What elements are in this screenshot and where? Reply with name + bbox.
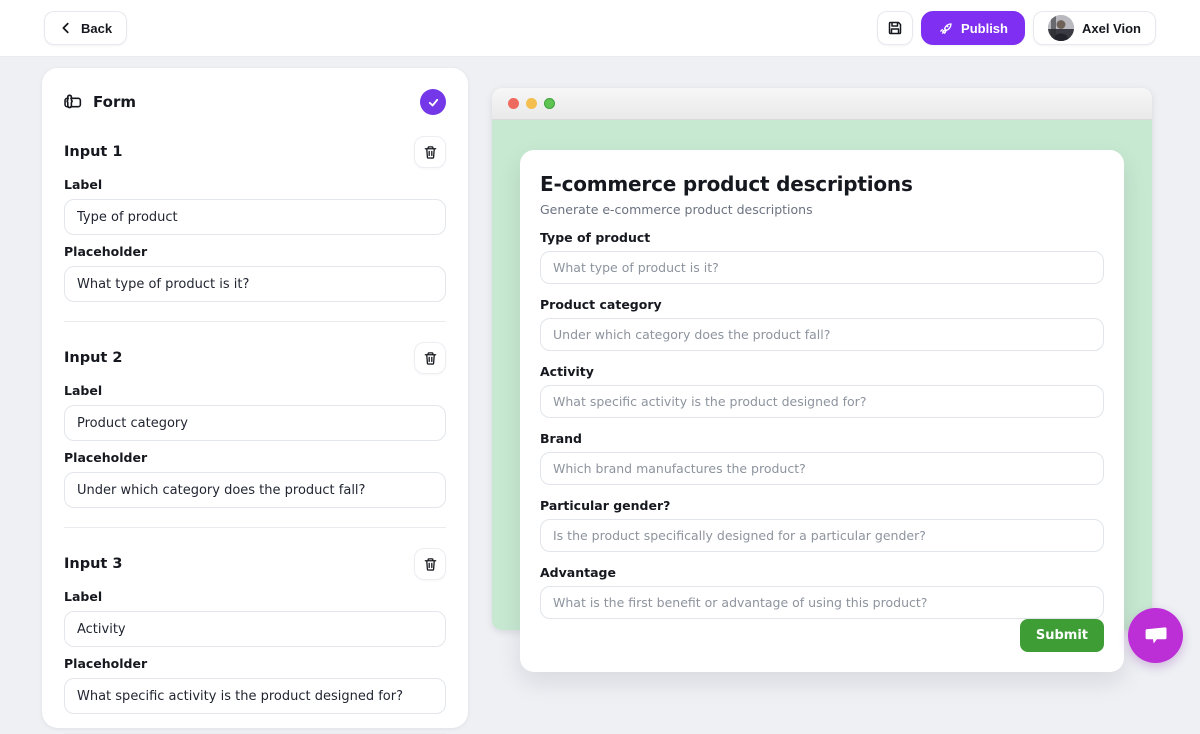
preview-field-input[interactable] (540, 519, 1104, 552)
trash-icon (423, 557, 438, 572)
label-caption: Label (64, 383, 103, 398)
delete-input-button[interactable] (414, 136, 446, 168)
editor-input-block-1: Input 1 Label Placeholder (64, 136, 446, 322)
window-close-dot-icon (508, 98, 519, 109)
editor-input-block-3: Input 3 Label Placeholder (64, 548, 446, 734)
save-icon (887, 20, 903, 36)
input-cursor-icon (64, 93, 83, 112)
form-editor-title: Form (93, 93, 136, 111)
placeholder-caption: Placeholder (64, 244, 148, 259)
rocket-icon (938, 21, 953, 36)
chevron-left-icon (59, 21, 73, 35)
preview-field-brand: Brand (540, 431, 1104, 485)
trash-icon (423, 145, 438, 160)
preview-field-label: Type of product (540, 230, 651, 245)
preview-field-product-category: Product category (540, 297, 1104, 351)
submit-button[interactable]: Submit (1019, 619, 1104, 652)
editor-input-title: Input 3 (64, 556, 123, 572)
page-body: Form Input 1 Label (0, 57, 1200, 734)
preview-field-input[interactable] (540, 251, 1104, 284)
form-editor-header: Form (64, 88, 446, 116)
form-title-group: Form (64, 93, 136, 112)
trash-icon (423, 351, 438, 366)
editor-input-block-2: Input 2 Label Placeholder (64, 342, 446, 528)
preview-field-label: Brand (540, 431, 582, 446)
editor-input-header: Input 2 (64, 342, 446, 374)
input-placeholder-field[interactable] (64, 266, 446, 302)
input-label-field[interactable] (64, 199, 446, 235)
window-minimize-dot-icon (526, 98, 537, 109)
preview-field-label: Particular gender? (540, 498, 671, 513)
speech-bubble-icon (1143, 624, 1169, 648)
header-actions: Publish Axel Vion (877, 11, 1156, 45)
preview-field-label: Advantage (540, 565, 616, 580)
placeholder-caption: Placeholder (64, 656, 148, 671)
window-maximize-dot-icon (544, 98, 555, 109)
form-editor-panel: Form Input 1 Label (42, 68, 468, 734)
user-menu-button[interactable]: Axel Vion (1032, 11, 1156, 45)
input-label-field[interactable] (64, 405, 446, 441)
input-label-field[interactable] (64, 611, 446, 647)
preview-form-title: E-commerce product descriptions (540, 172, 913, 196)
preview-field-input[interactable] (540, 586, 1104, 619)
delete-input-button[interactable] (414, 548, 446, 580)
user-name-label: Axel Vion (1081, 20, 1141, 36)
preview-field-advantage: Advantage (540, 565, 1104, 619)
back-button-label: Back (81, 20, 113, 36)
user-avatar (1047, 15, 1074, 41)
publish-button[interactable]: Publish (921, 11, 1025, 45)
preview-field-input[interactable] (540, 385, 1104, 418)
preview-window-titlebar (492, 88, 1152, 120)
top-header: Back Publish (0, 0, 1200, 57)
delete-input-button[interactable] (414, 342, 446, 374)
label-caption: Label (64, 177, 103, 192)
section-divider (64, 321, 446, 322)
editor-input-header: Input 1 (64, 136, 446, 168)
editor-input-title: Input 2 (64, 350, 123, 366)
back-button[interactable]: Back (44, 11, 128, 45)
label-caption: Label (64, 589, 103, 604)
preview-field-input[interactable] (540, 452, 1104, 485)
preview-field-particular-gender: Particular gender? (540, 498, 1104, 552)
preview-form-subtitle: Generate e-commerce product descriptions (540, 202, 813, 217)
preview-submit-row: Submit (1019, 619, 1104, 652)
preview-field-input[interactable] (540, 318, 1104, 351)
check-icon (427, 96, 440, 109)
section-divider (64, 527, 446, 528)
preview-field-activity: Activity (540, 364, 1104, 418)
placeholder-caption: Placeholder (64, 450, 148, 465)
save-button[interactable] (877, 11, 914, 45)
preview-field-label: Activity (540, 364, 594, 379)
input-placeholder-field[interactable] (64, 678, 446, 714)
editor-input-title: Input 1 (64, 144, 123, 160)
preview-form-card: E-commerce product descriptions Generate… (520, 150, 1124, 672)
preview-field-type-of-product: Type of product (540, 230, 1104, 284)
chat-widget-button[interactable] (1128, 608, 1183, 663)
preview-field-label: Product category (540, 297, 662, 312)
input-placeholder-field[interactable] (64, 472, 446, 508)
editor-input-header: Input 3 (64, 548, 446, 580)
form-status-check-toggle[interactable] (420, 89, 446, 115)
publish-button-label: Publish (961, 20, 1008, 36)
